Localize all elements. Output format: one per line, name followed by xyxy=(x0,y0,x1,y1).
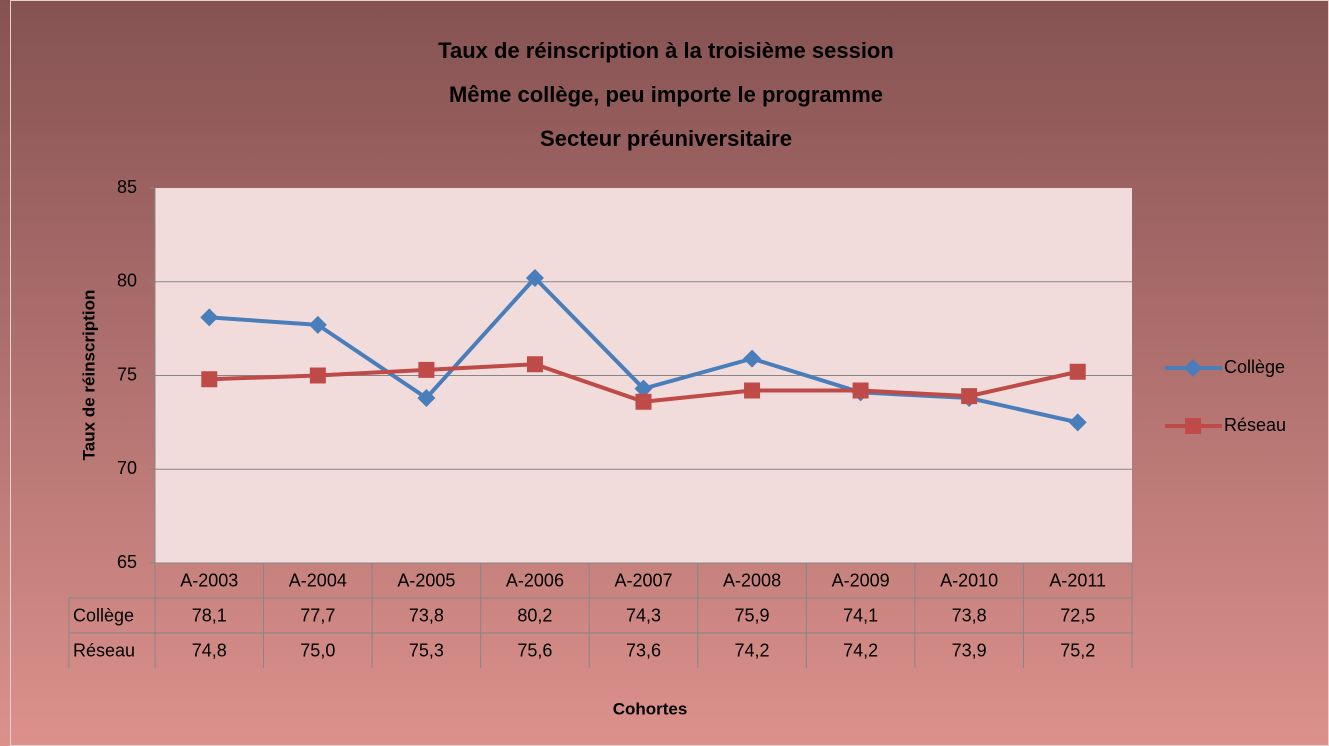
table-value: 74,2 xyxy=(843,640,878,660)
table-value: 75,2 xyxy=(1060,640,1095,660)
y-tick-label: 85 xyxy=(117,177,137,197)
table-row-label: Collège xyxy=(73,605,134,625)
table-value: 80,2 xyxy=(517,605,552,625)
x-tick-label: A-2003 xyxy=(180,570,238,590)
marker xyxy=(634,379,653,398)
table-value: 74,1 xyxy=(843,605,878,625)
marker xyxy=(200,308,219,327)
y-axis-label: Taux de réinscription xyxy=(79,290,98,461)
table-value: 73,8 xyxy=(409,605,444,625)
marker xyxy=(744,382,761,399)
x-axis-label: Cohortes xyxy=(613,699,688,718)
marker xyxy=(743,349,762,368)
marker xyxy=(1068,413,1087,432)
marker xyxy=(1184,359,1202,377)
x-tick-label: A-2005 xyxy=(397,570,455,590)
marker xyxy=(1069,363,1086,380)
marker xyxy=(961,388,978,405)
table-value: 75,3 xyxy=(409,640,444,660)
marker xyxy=(1185,418,1201,434)
marker xyxy=(201,371,218,388)
chart-title: Secteur préuniversitaire xyxy=(540,126,792,151)
marker xyxy=(308,315,327,334)
table-value: 72,5 xyxy=(1060,605,1095,625)
x-tick-label: A-2004 xyxy=(289,570,347,590)
x-tick-label: A-2010 xyxy=(940,570,998,590)
y-tick-label: 80 xyxy=(117,271,137,291)
x-tick-label: A-2011 xyxy=(1049,570,1106,590)
marker xyxy=(309,367,326,384)
table-value: 77,7 xyxy=(300,605,335,625)
table-value: 74,2 xyxy=(735,640,770,660)
table-value: 74,8 xyxy=(192,640,227,660)
chart-title: Même collège, peu importe le programme xyxy=(449,82,883,107)
x-tick-label: A-2009 xyxy=(832,570,890,590)
table-value: 75,9 xyxy=(735,605,770,625)
table-value: 75,0 xyxy=(300,640,335,660)
table-value: 73,8 xyxy=(952,605,987,625)
x-tick-label: A-2008 xyxy=(723,570,781,590)
y-tick-label: 65 xyxy=(117,552,137,572)
legend-label: Réseau xyxy=(1224,415,1286,435)
marker xyxy=(635,393,652,410)
y-tick-label: 75 xyxy=(117,364,137,384)
marker xyxy=(852,382,869,399)
table-value: 74,3 xyxy=(626,605,661,625)
y-tick-label: 70 xyxy=(117,458,137,478)
marker xyxy=(418,361,435,378)
table-row-label: Réseau xyxy=(73,640,135,660)
legend-label: Collège xyxy=(1224,357,1285,377)
x-tick-label: A-2006 xyxy=(506,570,564,590)
marker xyxy=(525,269,544,287)
chart-title: Taux de réinscription à la troisième ses… xyxy=(438,38,894,63)
marker xyxy=(526,356,543,373)
table-value: 73,9 xyxy=(952,640,987,660)
table-value: 73,6 xyxy=(626,640,661,660)
table-value: 78,1 xyxy=(192,605,227,625)
table-value: 75,6 xyxy=(517,640,552,660)
marker xyxy=(417,389,436,407)
x-tick-label: A-2007 xyxy=(614,570,672,590)
